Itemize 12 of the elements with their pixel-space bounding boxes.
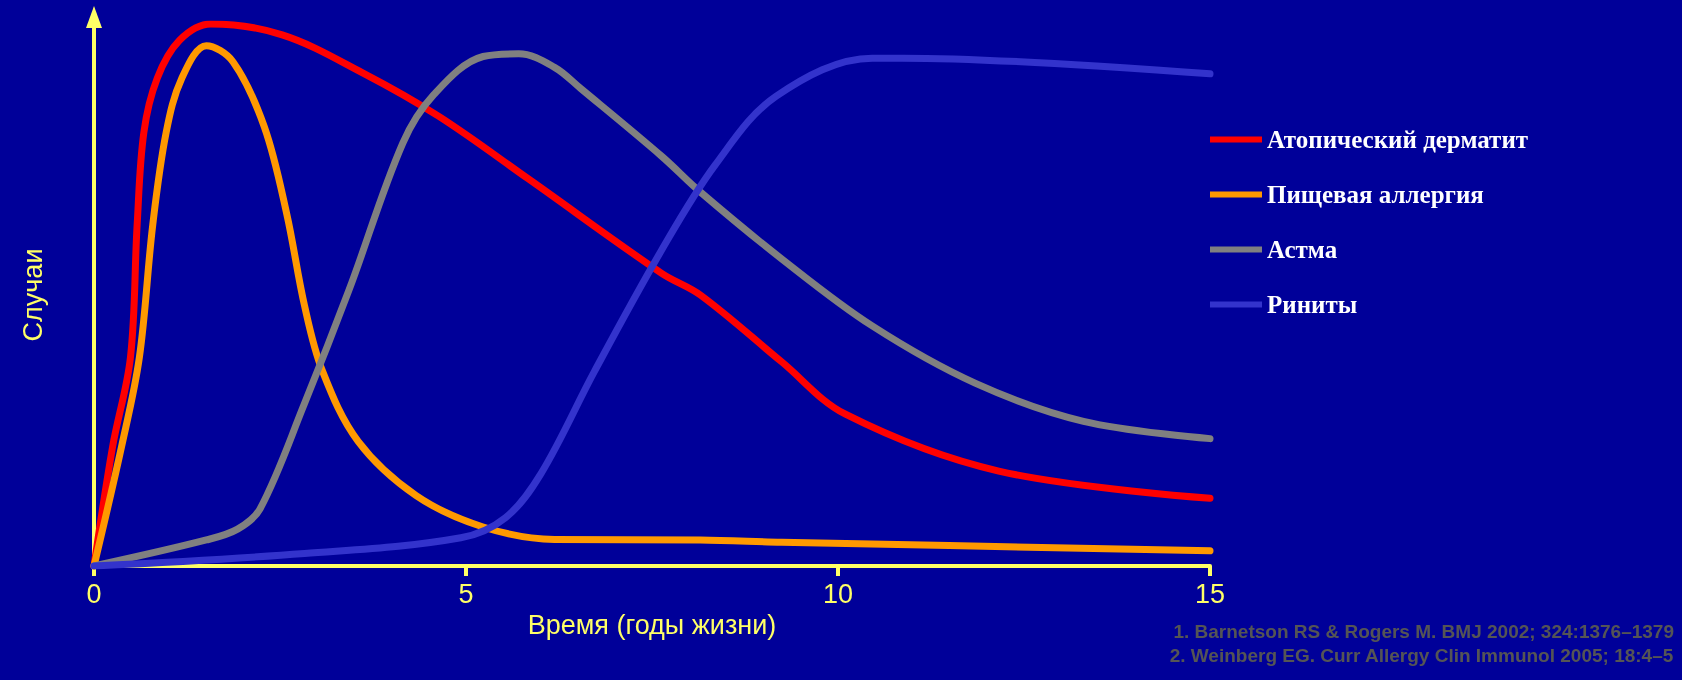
x-tick-label: 10 [822, 578, 854, 609]
legend-label: Пищевая аллергия [1267, 181, 1484, 208]
x-tick-label: 0 [86, 578, 102, 609]
text: 2. Weinberg EG. Curr Allergy Clin Immunol 2005; 18:4–5 [1169, 645, 1674, 666]
legend-label: Риниты [1267, 291, 1358, 318]
legend-label: Атопический дерматит [1267, 126, 1529, 153]
text: 1. Barnetson RS & Rogers M. BMJ 2002; 324:1376–1379 [1173, 621, 1674, 642]
x-axis-title: Время (годы жизни) [527, 610, 777, 641]
y-axis-title: Случаи [17, 248, 48, 342]
legend-label: Астма [1267, 236, 1338, 263]
x-tick-label: 15 [1194, 578, 1226, 609]
x-tick-label: 5 [458, 578, 474, 609]
